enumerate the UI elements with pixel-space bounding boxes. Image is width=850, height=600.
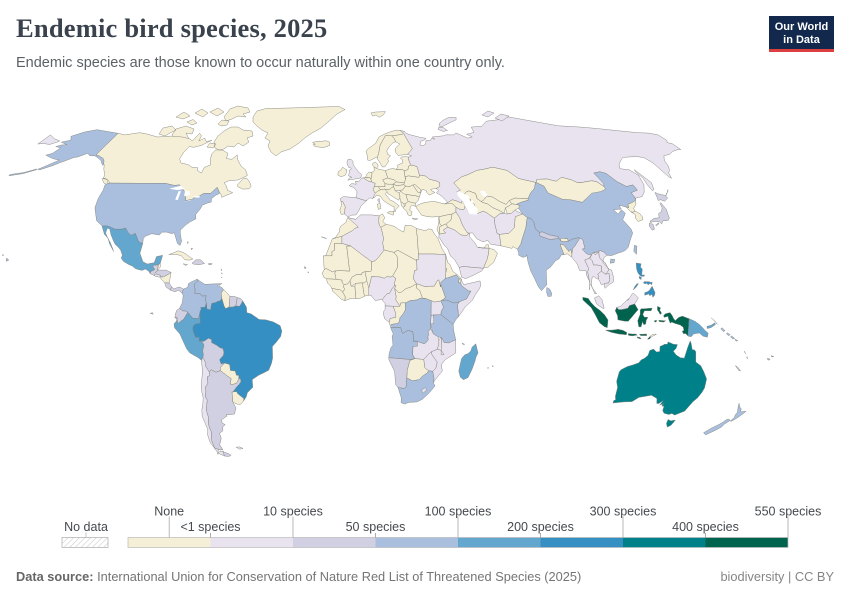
svg-text:300 species: 300 species	[590, 505, 657, 519]
svg-text:400 species: 400 species	[672, 520, 739, 534]
svg-text:50 species: 50 species	[346, 520, 406, 534]
svg-text:100 species: 100 species	[425, 505, 492, 519]
svg-text:None: None	[154, 505, 184, 519]
svg-text:<1 species: <1 species	[180, 520, 240, 534]
svg-text:No data: No data	[64, 520, 108, 534]
svg-text:10 species: 10 species	[263, 505, 323, 519]
svg-text:550 species: 550 species	[755, 505, 822, 519]
svg-text:200 species: 200 species	[507, 520, 574, 534]
